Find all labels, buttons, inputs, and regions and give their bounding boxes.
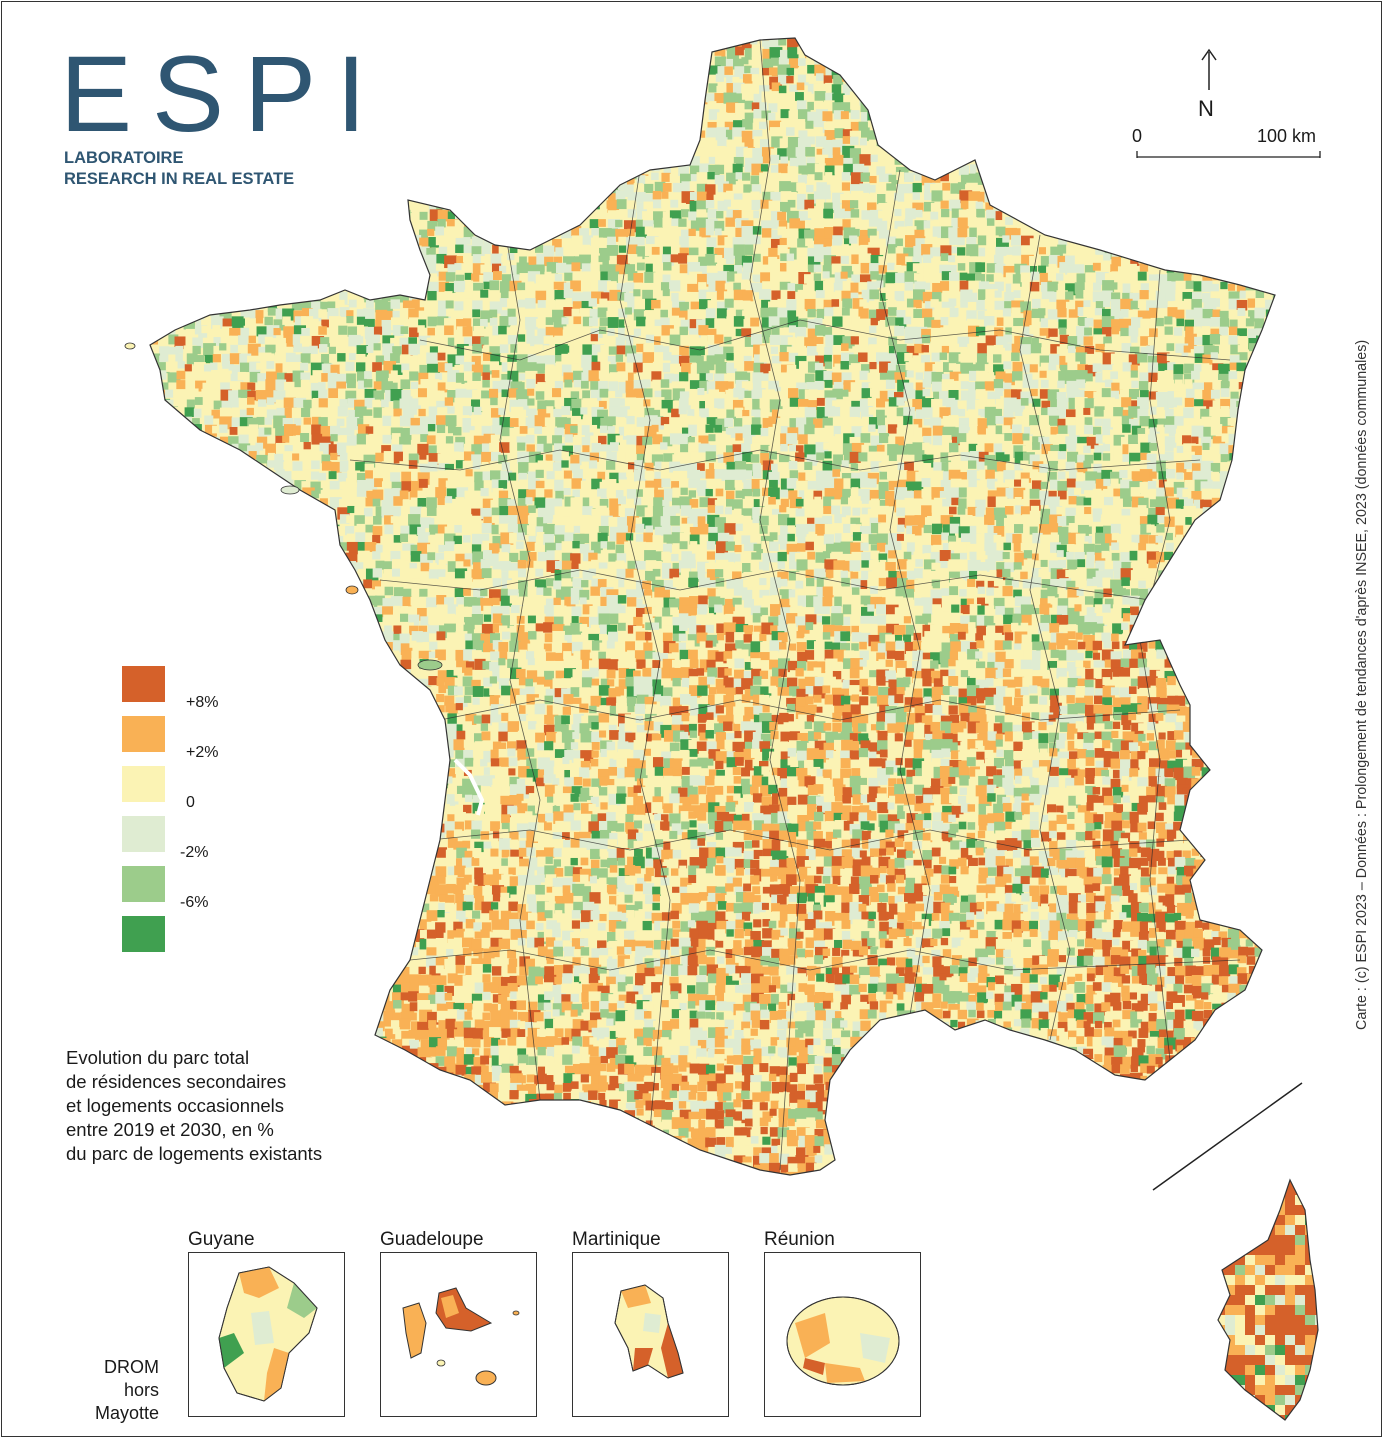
legend-swatch-5 — [122, 866, 165, 902]
scale-bar-icon — [1136, 151, 1321, 158]
scale-start-label: 0 — [1132, 126, 1143, 146]
inset-reunion — [764, 1252, 921, 1417]
map-title: Evolution du parc total de résidences se… — [66, 1046, 322, 1166]
inset-martinique — [572, 1252, 729, 1417]
north-label: N — [1198, 96, 1214, 121]
inset-guyane — [188, 1252, 345, 1417]
inset-guadeloupe — [380, 1252, 537, 1417]
legend-label-minus2: -2% — [180, 844, 209, 861]
scale-graphic — [1136, 48, 1321, 158]
north-arrow-icon — [1201, 48, 1217, 90]
inset-label-martinique: Martinique — [572, 1229, 661, 1250]
espi-logo: ESPI — [60, 33, 387, 154]
legend-swatch-6 — [122, 916, 165, 952]
legend-label-minus6: -6% — [180, 894, 209, 911]
legend-label-plus8: +8% — [186, 694, 219, 711]
corsica-separator — [1152, 1082, 1303, 1191]
lab-subtitle-line2: RESEARCH IN REAL ESTATE — [64, 170, 295, 188]
drom-line2: hors — [123, 1380, 159, 1400]
legend-swatch-2 — [122, 716, 165, 752]
drom-note: DROM hors Mayotte — [95, 1356, 159, 1425]
legend-swatch-4 — [122, 816, 165, 852]
map-title-line2: de résidences secondaires — [66, 1071, 287, 1092]
legend-label-plus2: +2% — [186, 744, 219, 761]
inset-label-guyane: Guyane — [188, 1229, 255, 1250]
legend-label-zero: 0 — [186, 794, 195, 811]
legend-swatch-1 — [122, 666, 165, 702]
lab-subtitle-line1: LABORATOIRE — [64, 149, 184, 167]
drom-line3: Mayotte — [94, 1403, 159, 1423]
map-title-line4: entre 2019 et 2030, en % — [66, 1119, 274, 1140]
inset-label-guadeloupe: Guadeloupe — [380, 1229, 484, 1250]
inset-label-reunion: Réunion — [764, 1229, 835, 1250]
map-title-line3: et logements occasionnels — [66, 1095, 285, 1116]
map-title-line5: du parc de logements existants — [66, 1143, 323, 1164]
lab-subtitle: LABORATOIRE RESEARCH IN REAL ESTATE — [64, 148, 294, 190]
drom-line1: DROM — [104, 1357, 159, 1377]
legend-swatch-3 — [122, 766, 165, 802]
scale-end-label: 100 km — [1257, 126, 1317, 146]
map-title-line1: Evolution du parc total — [66, 1047, 250, 1068]
